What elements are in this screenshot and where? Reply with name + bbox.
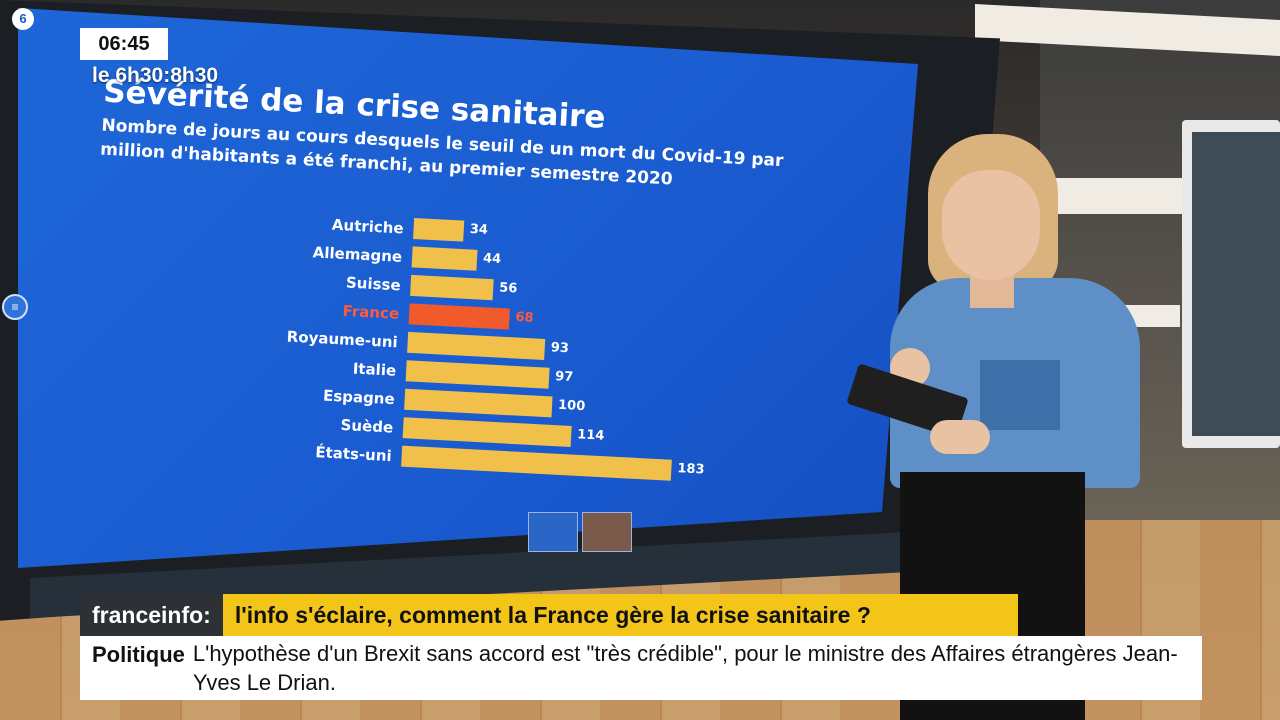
bar-value-label: 97 [555, 369, 574, 385]
category-label: Suède [340, 416, 393, 437]
bar [411, 246, 478, 271]
studio-shelf [1040, 178, 1185, 214]
bar-value-label: 68 [515, 310, 534, 326]
ticker-category: Politique [92, 642, 185, 667]
bar-value-label: 44 [483, 251, 502, 267]
category-label: Autriche [331, 216, 404, 238]
bar [407, 331, 546, 360]
presenter-shirt-pocket [980, 360, 1060, 430]
channel-logo: 6 [12, 8, 34, 30]
bar-value-label: 56 [499, 281, 518, 297]
headline-text: l'info s'éclaire, comment la France gère… [222, 594, 1018, 636]
bar [408, 303, 510, 330]
presenter-hand [930, 420, 990, 454]
ticker-text: L'hypothèse d'un Brexit sans accord est … [192, 641, 1178, 695]
category-label: Royaume-uni [286, 327, 398, 351]
bar [401, 445, 672, 481]
menu-icon[interactable]: ≡ [2, 294, 28, 320]
bar-value-label: 34 [469, 222, 488, 238]
thumbnail[interactable] [582, 512, 632, 552]
show-time: le 6h30:8h30 [92, 64, 219, 87]
bar-value-label: 183 [677, 461, 705, 477]
bar-value-label: 114 [577, 427, 605, 443]
bar-chart: Autriche 34 Allemagne 44 Suisse 56 France 68 Roy… [286, 216, 705, 481]
clock: 06:45 [80, 28, 168, 60]
category-label: Italie [352, 359, 396, 379]
bar-value-label: 93 [550, 340, 569, 356]
chart-on-screen: Sévérité de la crise sanitaire Nombre de… [100, 74, 784, 481]
category-label: Suisse [346, 274, 402, 295]
bar [402, 417, 572, 447]
bar-value-label: 100 [558, 398, 586, 414]
news-ticker: Politique L'hypothèse d'un Brexit sans a… [80, 636, 1202, 700]
category-label: Espagne [323, 386, 395, 408]
bar [404, 388, 553, 418]
studio-side-screen [1182, 120, 1280, 448]
category-label: États-uni [315, 442, 392, 465]
screen-thumbnails [528, 512, 632, 554]
category-label: France [342, 302, 399, 323]
category-label: Allemagne [312, 243, 402, 266]
bar [405, 360, 550, 389]
headline-bar: franceinfo: l'info s'éclaire, comment la… [80, 594, 1018, 636]
bar [413, 217, 465, 242]
brand-label: franceinfo: [80, 594, 223, 636]
bar [410, 274, 494, 301]
thumbnail[interactable] [528, 512, 578, 552]
presenter-face [942, 170, 1040, 280]
